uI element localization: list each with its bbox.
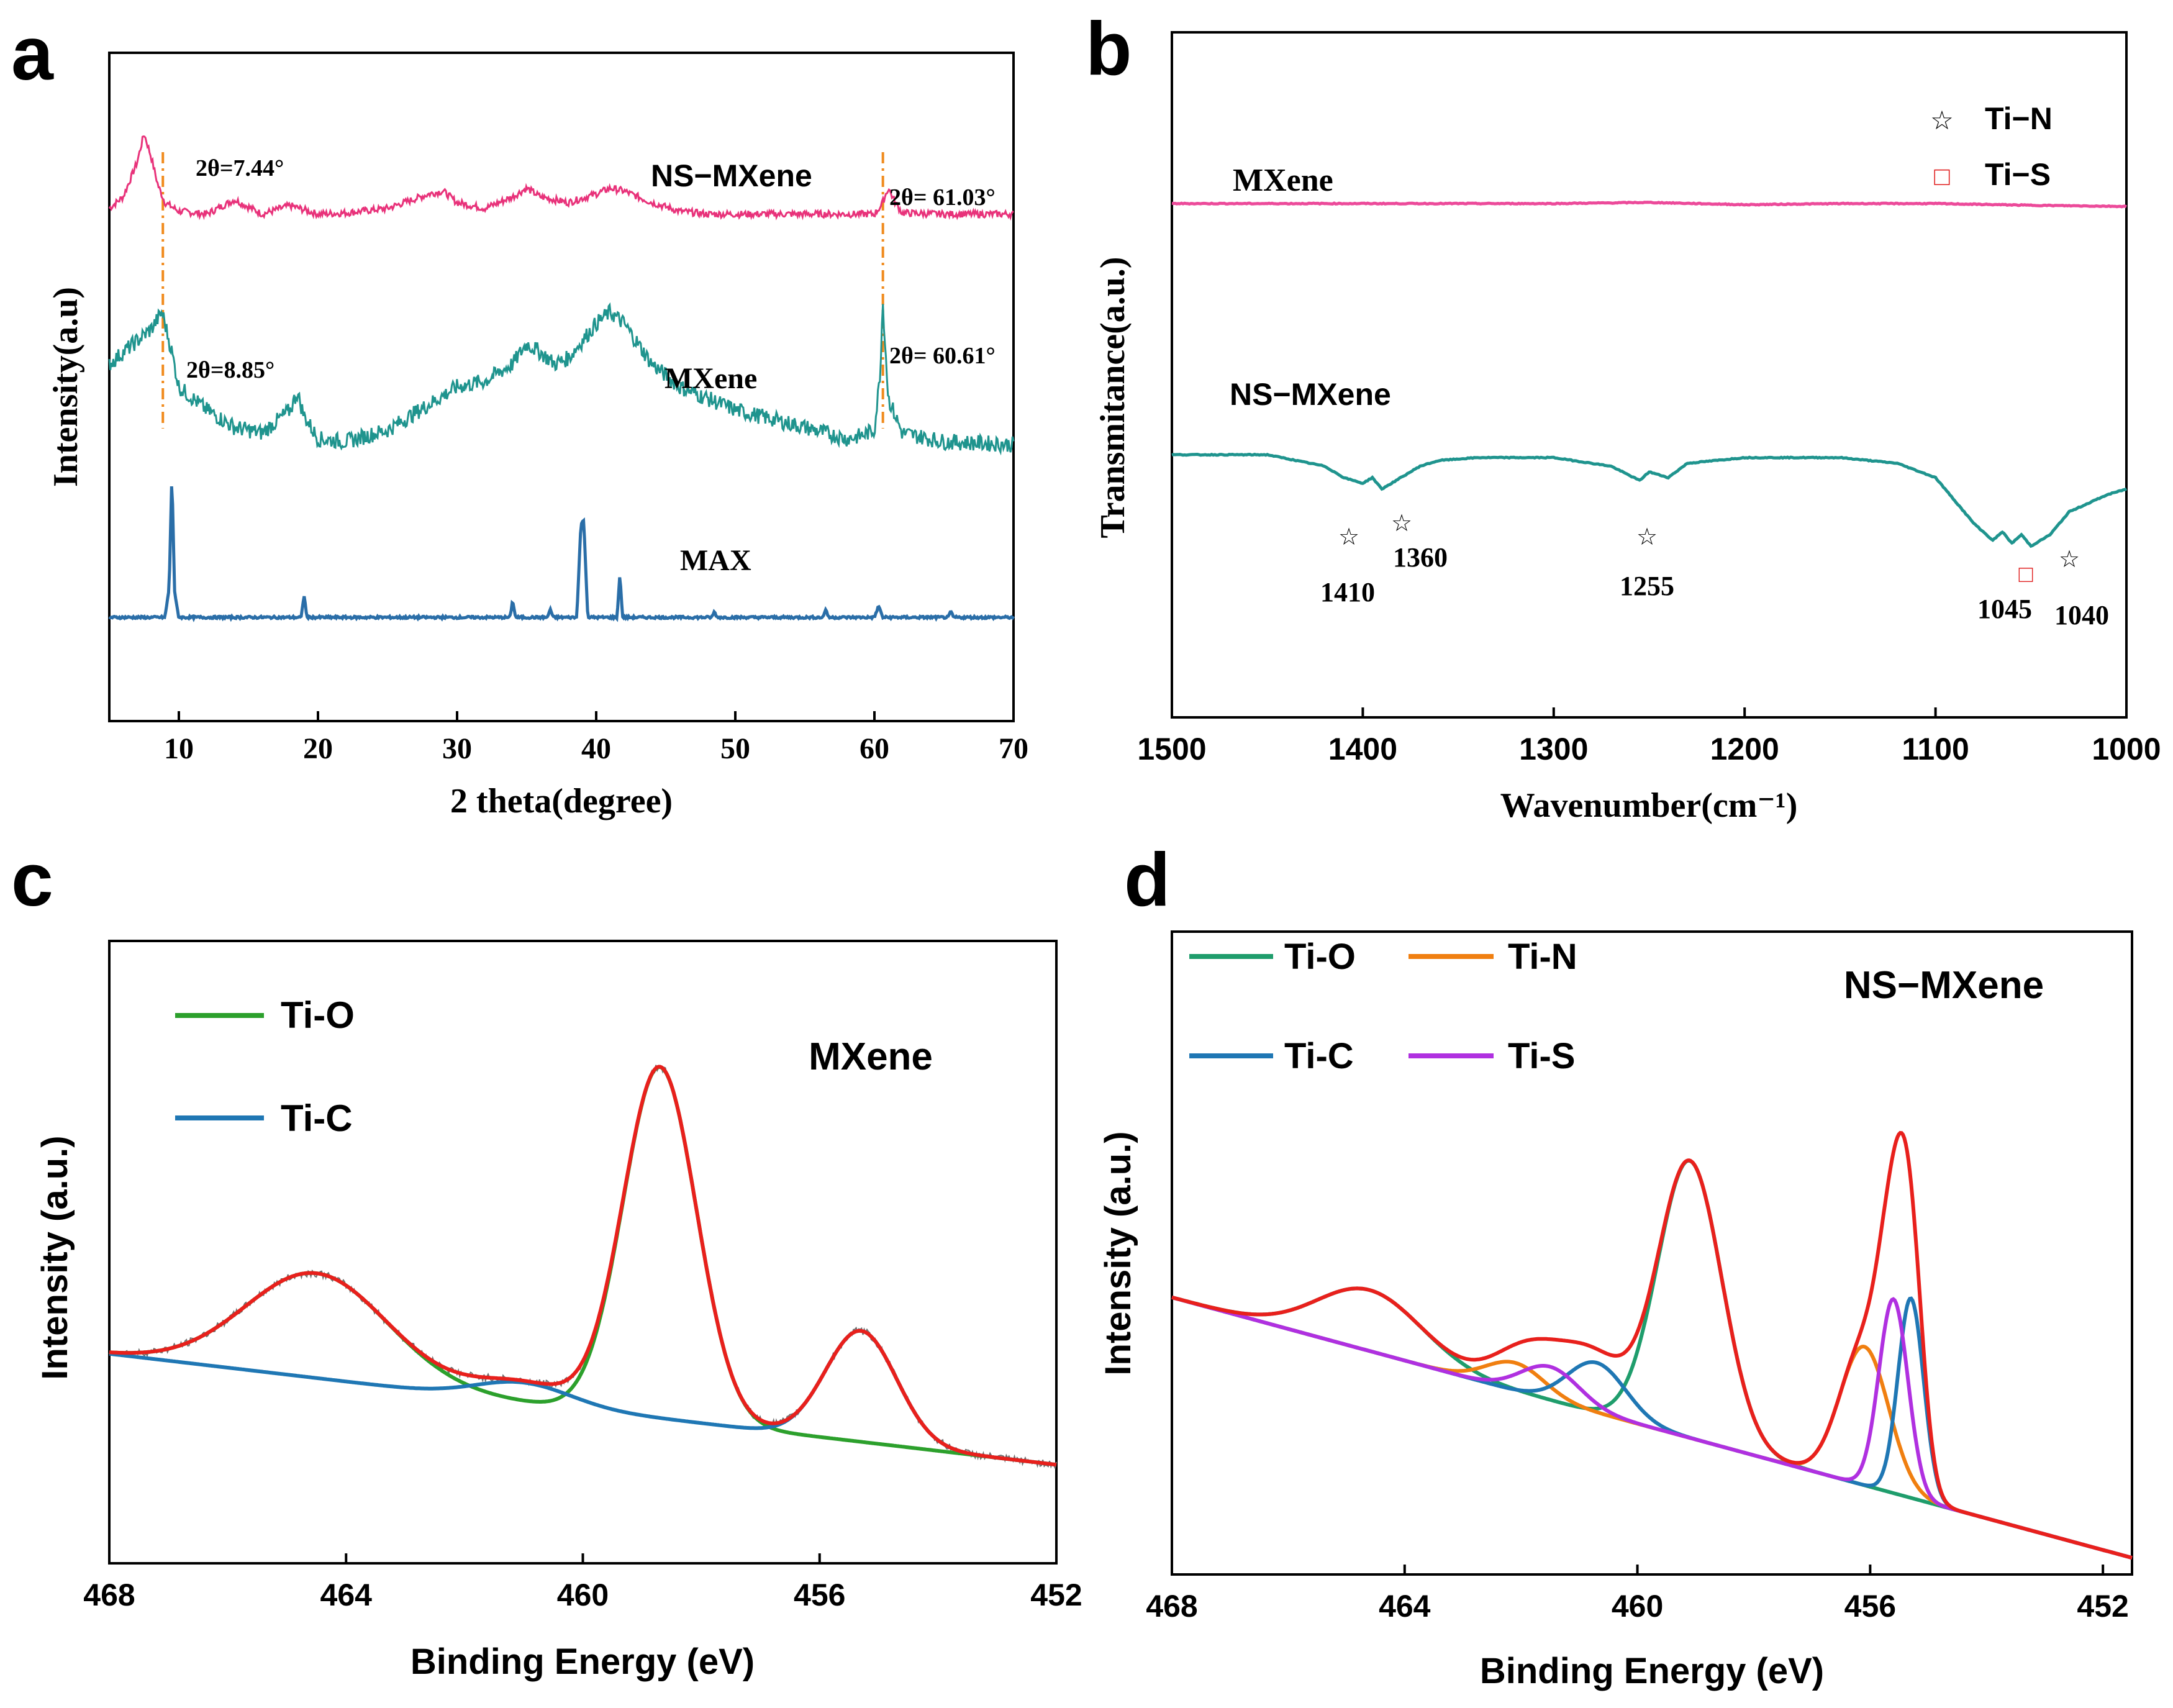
- panel-label-d: d: [1124, 837, 1171, 922]
- panel-d-xps-ns-mxene: 468 464 460 456 452 Binding Energy (eV) Inte…: [1098, 930, 2133, 1691]
- panel-b-legend-ti-n: Ti−N: [1985, 101, 2053, 136]
- panel-b-label-mxene: MXene: [1233, 163, 1333, 198]
- panel-a-label-ns-mxene: NS−MXene: [651, 158, 812, 193]
- panel-b-legend-star-icon: ☆: [1930, 106, 1954, 135]
- panel-b-peak-1360: 1360: [1393, 542, 1448, 573]
- panel-b-xtick-label: 1200: [1710, 732, 1779, 766]
- panel-a-xtick-label: 20: [303, 732, 333, 765]
- panel-d-legend-ti-n: Ti-N: [1508, 937, 1577, 977]
- panel-a-annotation-1: 2θ=7.44°: [196, 155, 284, 181]
- panel-b-xtick-label: 1400: [1328, 732, 1397, 766]
- panel-b-peak-marker-2: ☆: [1391, 511, 1412, 537]
- panel-a-label-max: MAX: [680, 544, 751, 577]
- panel-c-xtick-label: 460: [557, 1578, 609, 1612]
- panel-b-series-mxene: [1171, 200, 2127, 209]
- panel-d-envelope-fit: [1171, 1130, 2133, 1560]
- panel-b-peak-1410: 1410: [1320, 577, 1375, 607]
- panel-b-xtick-label: 1500: [1137, 732, 1206, 766]
- panel-d-legend-ti-c: Ti-C: [1284, 1036, 1354, 1076]
- panel-label-a: a: [11, 11, 54, 96]
- panel-b-peak-1255: 1255: [1620, 571, 1674, 601]
- panel-c-component-ti-c: [109, 1329, 1057, 1467]
- panel-a-label-mxene: MXene: [665, 362, 757, 395]
- panel-c-xlabel: Binding Energy (eV): [411, 1642, 755, 1682]
- panel-c-title: MXene: [809, 1035, 933, 1078]
- panel-c-raw-data: [109, 1065, 1057, 1470]
- panel-b-peak-1045: 1045: [1977, 594, 2032, 624]
- panel-c-frame: [108, 940, 1058, 1565]
- panel-a-xtick-label: 10: [164, 732, 194, 765]
- panel-a-xtick-label: 50: [720, 732, 750, 765]
- panel-b-peak-marker-5: ☆: [2059, 547, 2080, 573]
- panel-a-series-ns-mxene: [108, 135, 1014, 221]
- panel-a-frame: [108, 52, 1015, 722]
- panel-b-peak-1040: 1040: [2054, 600, 2109, 630]
- panel-d-xtick-label: 464: [1379, 1589, 1431, 1624]
- panel-label-c: c: [11, 837, 53, 922]
- panel-c-legend-ti-o: Ti-O: [281, 994, 355, 1036]
- panel-c-envelope-fit: [109, 1065, 1057, 1467]
- panel-b-legend-ti-s: Ti−S: [1985, 157, 2051, 192]
- panel-c-legend-ti-c: Ti-C: [281, 1097, 353, 1139]
- panel-d-frame: [1171, 930, 2133, 1576]
- panel-a-xtick-label: 60: [860, 732, 889, 765]
- panel-a-xrd: 10 20 30 40 50 60 70 2 theta(degree) Intensity…: [47, 52, 1028, 820]
- panel-a-xtick-label: 70: [999, 732, 1028, 765]
- panel-d-title: NS−MXene: [1844, 964, 2044, 1007]
- panel-b-peak-marker-3: ☆: [1636, 524, 1658, 550]
- panel-b-xtick-label: 1000: [2092, 732, 2161, 766]
- panel-label-b: b: [1086, 6, 1132, 91]
- panel-b-frame: [1171, 31, 2128, 719]
- panel-b-xtick-label: 1300: [1519, 732, 1588, 766]
- panel-d-legend-ti-o: Ti-O: [1284, 937, 1356, 977]
- panel-a-xlabel: 2 theta(degree): [450, 782, 673, 820]
- panel-a-xtick-label: 30: [442, 732, 472, 765]
- panel-b-legend-square-icon: □: [1934, 161, 1950, 191]
- panel-d-component-ti-o: [1171, 1158, 2133, 1560]
- panel-c-xps-mxene: 468 464 460 456 452 Binding Energy (eV) Inte…: [35, 940, 1082, 1682]
- panel-b-label-ns-mxene: NS−MXene: [1230, 377, 1391, 412]
- panel-b-peak-marker-4: □: [2019, 561, 2033, 588]
- panel-d-xtick-label: 456: [1844, 1589, 1896, 1624]
- panel-d-xtick-label: 452: [2077, 1589, 2128, 1624]
- panel-d-raw-data: [1171, 1132, 2133, 1558]
- panel-c-xtick-label: 452: [1030, 1578, 1082, 1612]
- panel-c-component-ti-o: [109, 1065, 1057, 1467]
- panel-b-series-ns-mxene: [1171, 452, 2128, 548]
- panel-d-legend-ti-s: Ti-S: [1508, 1036, 1576, 1076]
- panel-a-annotation-3: 2θ=8.85°: [186, 357, 274, 383]
- panel-d-xlabel: Binding Energy (eV): [1480, 1651, 1824, 1691]
- panel-b-xlabel: Wavenumber(cm⁻¹): [1500, 786, 1798, 825]
- panel-b-xtick-label: 1100: [1902, 732, 1969, 766]
- panel-a-annotation-4: 2θ= 60.61°: [889, 343, 996, 369]
- panel-d-xtick-label: 468: [1146, 1589, 1197, 1624]
- panel-c-xtick-label: 464: [320, 1578, 373, 1612]
- panel-a-xtick-label: 40: [581, 732, 611, 765]
- panel-b-ftir: 1500 1400 1300 1200 1100 1000 Wavenumber(cm⁻¹…: [1094, 31, 2161, 825]
- panel-d-ylabel: Intensity (a.u.): [1098, 1131, 1138, 1375]
- panel-c-xtick-label: 468: [83, 1578, 135, 1612]
- panel-a-series-max: [108, 486, 1015, 622]
- panel-d-xtick-label: 460: [1612, 1589, 1663, 1624]
- panel-a-series-mxene: [108, 302, 1015, 456]
- panel-c-xtick-label: 456: [794, 1578, 845, 1612]
- panel-c-ylabel: Intensity (a.u.): [35, 1135, 75, 1379]
- panel-a-ylabel: Intensity(a.u): [47, 287, 85, 487]
- panel-b-ylabel: Transmitance(a.u.): [1094, 257, 1132, 538]
- panel-b-peak-marker-1: ☆: [1338, 524, 1359, 550]
- panel-a-annotation-2: 2θ= 61.03°: [889, 184, 996, 211]
